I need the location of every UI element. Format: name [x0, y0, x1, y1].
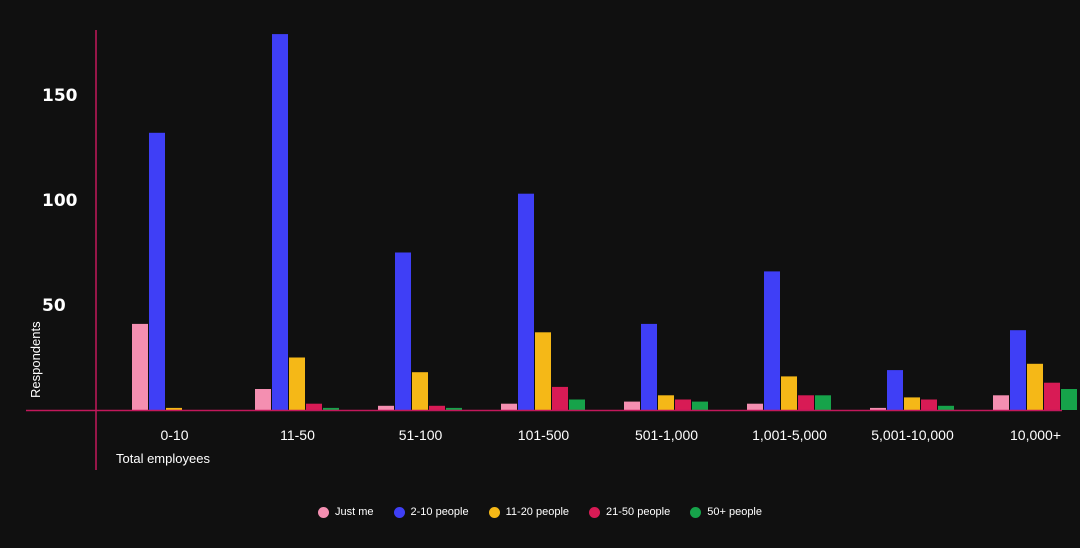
x-tick-label: 501-1,000	[635, 427, 698, 443]
bar	[1044, 382, 1060, 410]
legend-swatch	[393, 506, 405, 518]
legend: Just me 2-10 people 11-20 people 21-50 peop…	[0, 506, 1080, 518]
x-tick-label: 101-500	[518, 427, 570, 443]
legend-swatch	[690, 506, 702, 518]
bar	[412, 372, 428, 410]
legend-item: 50+ people	[690, 506, 762, 518]
y-axis-title: Respondents	[28, 321, 43, 398]
bar	[552, 386, 568, 410]
bar	[272, 34, 288, 410]
bar	[569, 399, 585, 410]
bar	[904, 397, 920, 410]
bar-chart: 50 100 150 0-10 11-50 51-100 101-500 501-1,000…	[26, 30, 1077, 470]
y-ticks: 50 100 150	[42, 86, 78, 316]
x-tick-label: 51-100	[399, 427, 443, 443]
bar	[675, 399, 691, 410]
legend-label: 21-50 people	[606, 506, 671, 518]
bar	[1010, 330, 1026, 410]
bar	[255, 389, 271, 410]
bar	[132, 323, 148, 410]
x-ticks: 0-10 11-50 51-100 101-500 501-1,000 1,001-5,0…	[160, 427, 1061, 443]
bar	[921, 399, 937, 410]
bar	[518, 193, 534, 410]
y-tick-label: 150	[42, 86, 78, 106]
bar	[624, 401, 640, 410]
x-tick-label: 11-50	[280, 427, 315, 443]
legend-swatch	[488, 506, 500, 518]
bar	[870, 407, 886, 410]
y-tick-label: 50	[42, 296, 66, 316]
bar	[446, 407, 462, 410]
bar	[501, 403, 517, 410]
bar	[692, 401, 708, 410]
bar	[166, 407, 182, 410]
x-tick-label: 1,001-5,000	[752, 427, 827, 443]
legend-item: Just me	[317, 506, 374, 518]
bar	[887, 370, 903, 410]
legend-label: 2-10 people	[410, 506, 469, 518]
bar	[781, 376, 797, 410]
legend-item: 21-50 people	[589, 506, 670, 518]
bar	[149, 132, 165, 411]
bar	[993, 395, 1009, 410]
x-axis-title: Total employees	[116, 451, 210, 466]
bar	[764, 271, 780, 410]
bar	[641, 323, 657, 410]
x-tick-label: 0-10	[160, 427, 188, 443]
bar	[815, 395, 831, 410]
bar	[658, 395, 674, 410]
legend-swatch	[317, 506, 329, 518]
bars-layer	[132, 34, 1077, 411]
bar	[378, 405, 394, 410]
bar	[395, 252, 411, 410]
legend-label: 11-20 people	[505, 506, 570, 518]
legend-swatch	[589, 506, 601, 518]
bar	[429, 405, 445, 410]
bar	[1061, 389, 1077, 410]
legend-item: 2-10 people	[393, 506, 469, 518]
legend-item: 11-20 people	[488, 506, 570, 518]
bar	[798, 395, 814, 410]
x-tick-label: 10,000+	[1010, 427, 1061, 443]
x-tick-label: 5,001-10,000	[871, 427, 954, 443]
bar	[747, 403, 763, 410]
y-tick-label: 100	[42, 191, 78, 211]
legend-label: Just me	[334, 506, 374, 518]
bar	[306, 403, 322, 410]
legend-label: 50+ people	[707, 506, 762, 518]
bar	[323, 407, 339, 410]
bar	[289, 357, 305, 410]
bar	[938, 405, 954, 410]
bar	[535, 332, 551, 410]
bar	[1027, 363, 1043, 410]
